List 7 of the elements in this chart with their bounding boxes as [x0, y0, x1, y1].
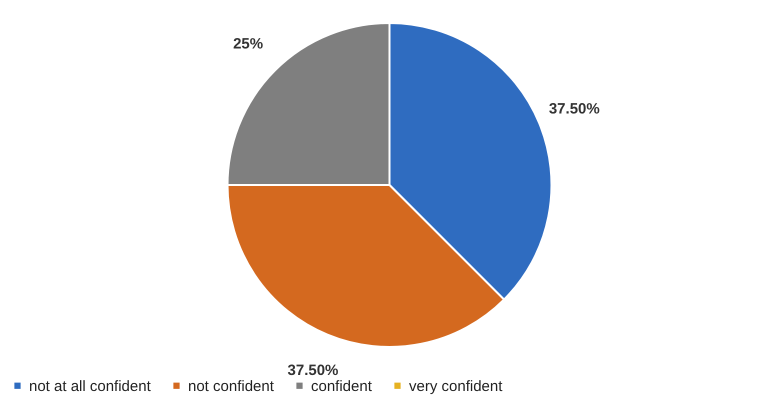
legend-label: not at all confident — [29, 378, 152, 395]
legend-label: not confident — [188, 378, 275, 395]
data-label: 37.50% — [288, 362, 338, 379]
data-label: 37.50% — [548, 100, 600, 118]
data-label: 25% — [233, 36, 264, 53]
legend-label: confident — [311, 378, 373, 395]
legend-label: very confident — [409, 378, 504, 395]
